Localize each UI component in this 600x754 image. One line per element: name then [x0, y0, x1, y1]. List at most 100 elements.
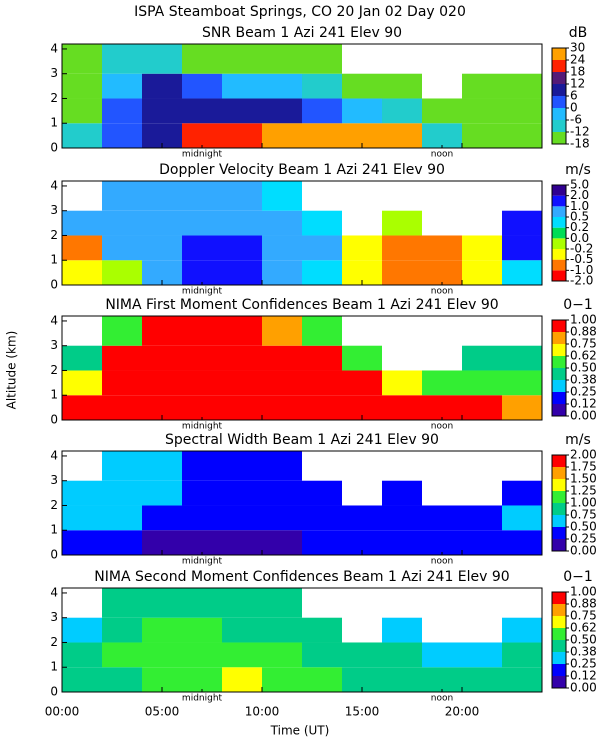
heatmap-cell	[102, 642, 142, 668]
heatmap-cell	[262, 370, 302, 396]
heatmap-cell	[102, 667, 142, 692]
heatmap-cell	[182, 480, 222, 506]
colorbar-tick-label: 6	[570, 89, 578, 103]
heatmap-cell	[302, 73, 342, 99]
heatmap-cell	[62, 44, 102, 74]
colorbar-segment	[552, 72, 566, 84]
heatmap-cell	[222, 667, 262, 692]
heatmap-cell	[502, 395, 542, 420]
heatmap-cell	[502, 480, 542, 506]
colorbar-segment	[552, 270, 566, 281]
panel-title: SNR Beam 1 Azi 241 Elev 90	[202, 25, 402, 41]
heatmap-cell	[382, 480, 422, 506]
colorbar-tick-label: -6	[570, 113, 582, 127]
heatmap-cell	[142, 181, 182, 211]
heatmap-cell	[262, 316, 302, 346]
colorbar-tick-label: 0.12	[570, 669, 597, 683]
colorbar-segment	[552, 185, 566, 196]
heatmap-cell	[302, 530, 342, 555]
heatmap-cell	[102, 505, 142, 531]
y-tick-label: 0	[50, 278, 58, 292]
heatmap-cell	[302, 667, 342, 692]
heatmap-cell	[102, 44, 142, 74]
heatmap-cell	[262, 642, 302, 668]
colorbar-segment	[552, 664, 566, 676]
colorbar-segment	[552, 344, 566, 356]
heatmap-cell	[382, 260, 422, 285]
colorbar-segment	[552, 96, 566, 108]
heatmap-cell	[222, 395, 262, 420]
colorbar-unit: 0−1	[563, 297, 593, 313]
heatmap-cell	[502, 260, 542, 285]
y-axis-label: Altitude (km)	[5, 331, 19, 410]
heatmap-cell	[222, 370, 262, 396]
colorbar-tick-label: 1.75	[570, 460, 597, 474]
heatmap-cell	[422, 642, 462, 668]
heatmap-cell	[222, 235, 262, 261]
annotation: noon	[431, 287, 453, 297]
heatmap-cell	[502, 123, 542, 148]
y-tick-label: 3	[50, 66, 58, 80]
heatmap-cell	[422, 370, 462, 396]
heatmap-cell	[502, 617, 542, 643]
heatmap-cell	[342, 370, 382, 396]
colorbar-tick-label: -12	[570, 125, 590, 139]
colorbar-segment	[552, 368, 566, 380]
y-tick-label: 4	[50, 313, 58, 327]
heatmap-cell	[262, 667, 302, 692]
heatmap-cell	[462, 530, 502, 555]
heatmap-cell	[102, 123, 142, 148]
heatmap-cell	[222, 588, 262, 618]
heatmap-cell	[382, 617, 422, 643]
heatmap-cell	[222, 345, 262, 371]
colorbar-tick-label: 0.50	[570, 633, 597, 647]
heatmap-cell	[302, 395, 342, 420]
heatmap-cell	[262, 44, 302, 74]
heatmap-cell	[102, 588, 142, 618]
heatmap-cell	[182, 667, 222, 692]
heatmap-cell	[422, 395, 462, 420]
heatmap-cell	[222, 530, 262, 555]
heatmap-cell	[102, 480, 142, 506]
heatmap-cell	[462, 73, 502, 99]
colorbar-tick-label: 1.00	[570, 496, 597, 510]
heatmap-cell	[502, 642, 542, 668]
heatmap-cell	[222, 181, 262, 211]
x-tick-label: 15:00	[345, 705, 380, 719]
heatmap-cell	[262, 123, 302, 148]
heatmap-cell	[102, 98, 142, 124]
colorbar-segment	[552, 404, 566, 416]
colorbar-tick-label: 0.75	[570, 508, 597, 522]
heatmap-cell	[462, 667, 502, 692]
heatmap-cell	[422, 667, 462, 692]
colorbar-tick-label: 2.00	[570, 448, 597, 462]
colorbar-segment	[552, 227, 566, 239]
colorbar-segment	[552, 356, 566, 368]
colorbar-segment	[552, 503, 566, 515]
heatmap-cell	[102, 617, 142, 643]
y-tick-label: 2	[50, 228, 58, 242]
heatmap-cell	[382, 210, 422, 236]
heatmap-cell	[182, 316, 222, 346]
heatmap-cell	[142, 642, 182, 668]
annotation: midnight	[182, 150, 223, 160]
x-tick-label: 10:00	[245, 705, 280, 719]
colorbar-segment	[552, 455, 566, 467]
colorbar-segment	[552, 467, 566, 479]
heatmap-cell	[182, 98, 222, 124]
heatmap-cell	[102, 235, 142, 261]
heatmap-cell	[102, 181, 142, 211]
colorbar-tick-label: -0.2	[570, 242, 593, 256]
heatmap-cell	[222, 617, 262, 643]
annotation: noon	[431, 557, 453, 567]
heatmap-cell	[502, 235, 542, 261]
annotation: midnight	[182, 287, 223, 297]
colorbar-tick-label: 0.88	[570, 597, 597, 611]
heatmap-cell	[142, 617, 182, 643]
heatmap-cell	[302, 642, 342, 668]
heatmap-cell	[342, 98, 382, 124]
plot-frame	[61, 180, 543, 286]
colorbar-tick-label: 1.00	[570, 585, 597, 599]
heatmap-cell	[302, 260, 342, 285]
heatmap-cell	[222, 505, 262, 531]
